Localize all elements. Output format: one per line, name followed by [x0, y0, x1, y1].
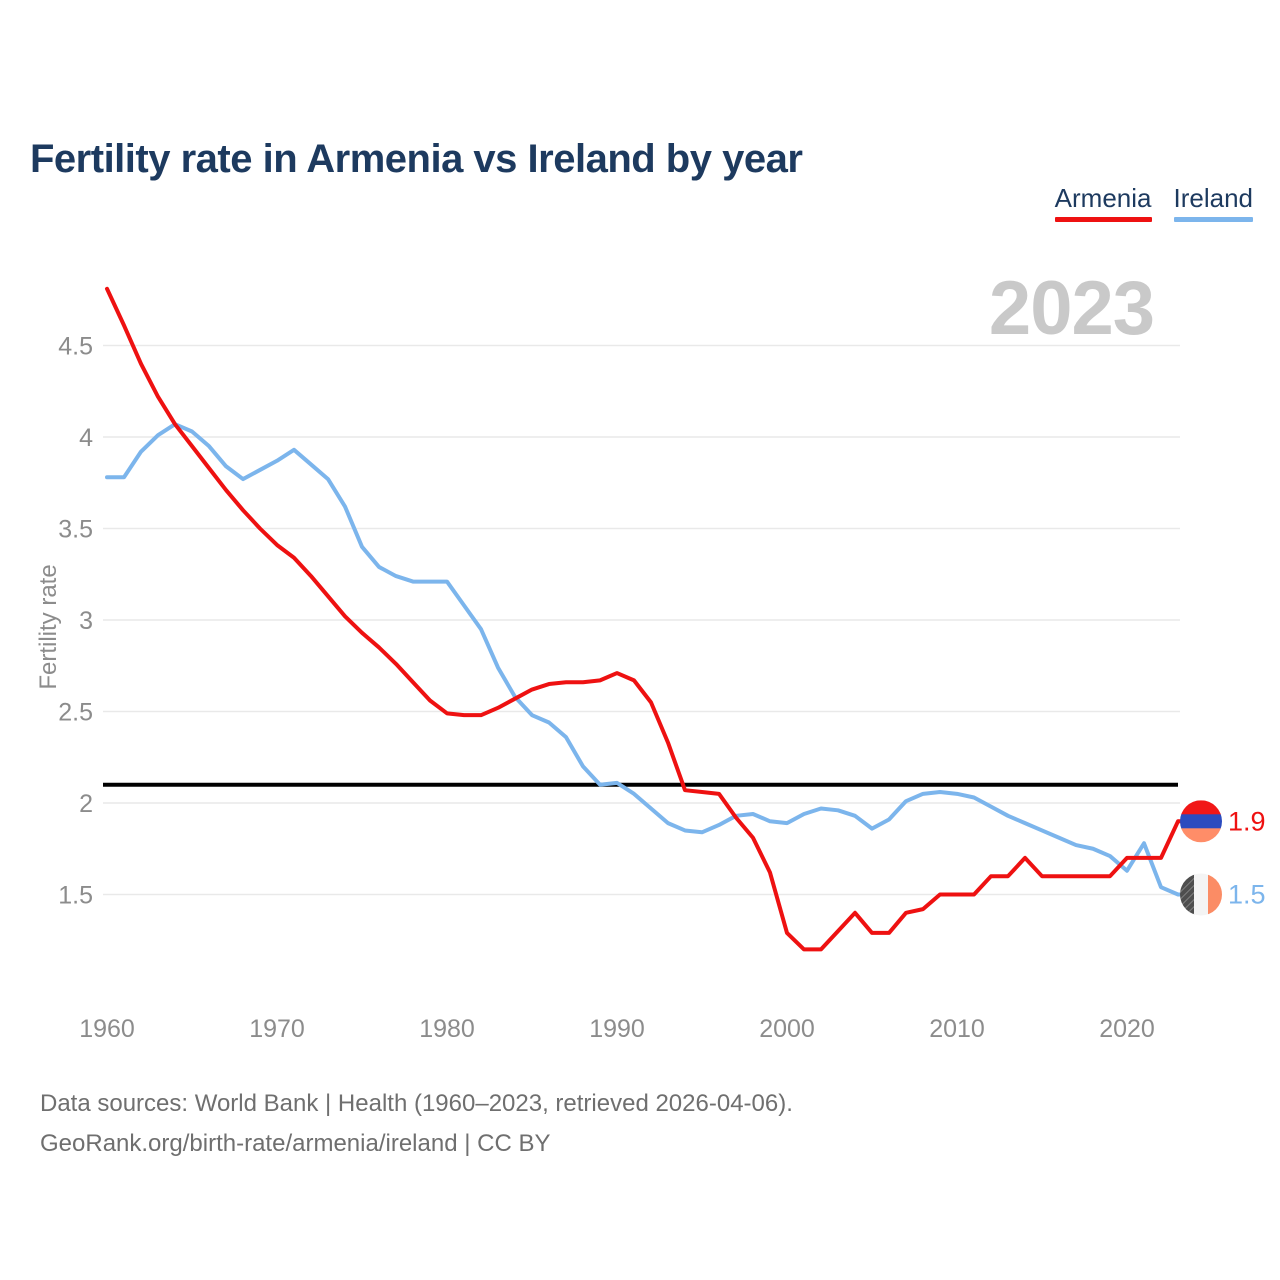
legend-item-armenia[interactable]: Armenia: [1054, 183, 1152, 222]
data-source-note: Data sources: World Bank | Health (1960–…: [40, 1084, 793, 1164]
ireland-line: [105, 422, 1180, 897]
x-tick-label: 1960: [79, 1015, 135, 1043]
legend: Armenia Ireland: [1054, 183, 1254, 222]
legend-underline-armenia: [1054, 216, 1152, 222]
y-tick-label: 1.5: [58, 882, 93, 910]
page-title: Fertility rate in Armenia vs Ireland by …: [30, 136, 803, 181]
armenia-line: [105, 286, 1180, 952]
y-tick-label: 4: [79, 424, 93, 452]
legend-item-ireland[interactable]: Ireland: [1173, 183, 1254, 222]
x-tick-label: 1980: [419, 1015, 475, 1043]
y-tick-label: 4.5: [58, 333, 93, 361]
y-tick-label: 3: [79, 607, 93, 635]
ireland-flag-icon: [1180, 873, 1222, 916]
x-tick-label: 2010: [929, 1015, 985, 1043]
watermark-year: 2023: [988, 266, 1155, 351]
y-tick-label: 2: [79, 790, 93, 818]
x-tick-label: 2000: [759, 1015, 815, 1043]
armenia-flag-icon: [1180, 800, 1222, 843]
y-tick-label: 2.5: [58, 699, 93, 727]
armenia-end-value: 1.9: [1228, 806, 1266, 836]
y-axis-title: Fertility rate: [35, 564, 62, 689]
legend-label-ireland: Ireland: [1173, 183, 1254, 213]
x-tick-label: 2020: [1099, 1015, 1155, 1043]
legend-underline-ireland: [1173, 216, 1253, 222]
x-tick-label: 1990: [589, 1015, 645, 1043]
ireland-end-value: 1.5: [1228, 880, 1266, 910]
footer-line-sources: Data sources: World Bank | Health (1960–…: [40, 1090, 793, 1117]
y-tick-label: 3.5: [58, 516, 93, 544]
legend-label-armenia: Armenia: [1054, 183, 1152, 213]
footer-line-attribution: GeoRank.org/birth-rate/armenia/ireland |…: [40, 1130, 551, 1157]
x-tick-label: 1970: [249, 1015, 305, 1043]
